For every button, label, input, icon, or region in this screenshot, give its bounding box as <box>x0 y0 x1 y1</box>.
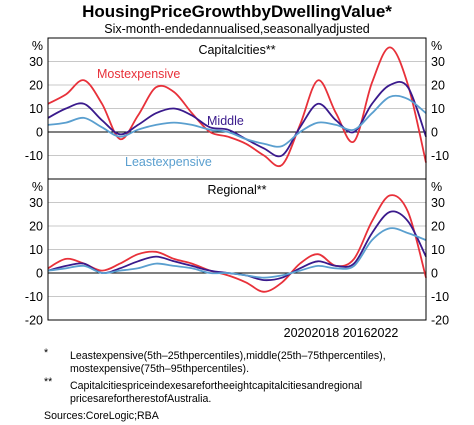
series-line-most <box>47 194 427 293</box>
panel-title: Capitalcities** <box>198 43 275 57</box>
y-unit-label-left: % <box>32 180 43 194</box>
note-line: pricesarefortherestofAustralia. <box>70 393 211 405</box>
series-label-middle: Middle <box>207 114 244 128</box>
y-tick-label-right: -20 <box>431 314 449 328</box>
y-tick-label-left: 30 <box>29 196 43 210</box>
y-tick-label-left: 10 <box>29 243 43 257</box>
y-tick-label-left: -20 <box>25 314 43 328</box>
y-tick-label-right: 0 <box>431 267 438 281</box>
note-marker: * <box>44 347 48 359</box>
note-line: Capitalcitiespriceindexesarefortheeightc… <box>70 380 362 392</box>
chart-title: HousingPriceGrowthbyDwellingValue* <box>82 2 392 21</box>
y-tick-label-left: 20 <box>29 220 43 234</box>
note-marker: ** <box>44 376 52 388</box>
y-tick-label-left: 20 <box>29 79 43 93</box>
y-tick-label-right: 0 <box>431 126 438 140</box>
y-tick-label-right: 20 <box>431 79 445 93</box>
series-line-middle <box>47 81 427 158</box>
series-line-least <box>47 227 427 279</box>
y-tick-label-right: 10 <box>431 243 445 257</box>
y-unit-label-left: % <box>32 39 43 53</box>
y-tick-label-right: 30 <box>431 55 445 69</box>
chart-panel: -20 -20 -10 -10 0 0 10 10 20 20 30 30% % Regional** <box>25 178 449 328</box>
y-tick-label-left: 30 <box>29 55 43 69</box>
panel-frame <box>47 178 427 321</box>
y-tick-label-left: 0 <box>36 267 43 281</box>
chart-subtitle: Six-month-endedannualised,seasonallyadju… <box>104 22 370 36</box>
note-line: mostexpensive(75th–95thpercentiles). <box>70 363 249 375</box>
series-label-most: Mostexpensive <box>97 67 180 81</box>
chart-panel: -10 -10 0 0 10 10 20 20 30 30% % Mostexpensive Middl… <box>25 37 449 180</box>
y-tick-label-right: -10 <box>431 149 449 163</box>
y-unit-label-right: % <box>431 180 442 194</box>
y-tick-label-right: 20 <box>431 220 445 234</box>
y-tick-label-right: -10 <box>431 290 449 304</box>
chart-panels: -10 -10 0 0 10 10 20 20 30 30% % Mostexpensive Middl… <box>25 37 449 328</box>
note-line: Leastexpensive(5th–25thpercentiles),midd… <box>70 350 386 362</box>
y-tick-label-left: -10 <box>25 149 43 163</box>
footnotes: * Leastexpensive(5th–25thpercentiles),mi… <box>44 347 386 422</box>
y-tick-label-left: 0 <box>36 126 43 140</box>
series-line-least <box>47 94 427 148</box>
y-tick-label-right: 10 <box>431 102 445 116</box>
y-tick-label-left: 10 <box>29 102 43 116</box>
panel-title: Regional** <box>207 183 266 197</box>
y-tick-label-right: 30 <box>431 196 445 210</box>
source-text: Sources:CoreLogic;RBA <box>44 410 160 422</box>
series-line-most <box>47 46 427 168</box>
x-tick-labels: 20202018 20162022 <box>284 326 399 340</box>
y-tick-label-left: -10 <box>25 290 43 304</box>
y-unit-label-right: % <box>431 39 442 53</box>
series-label-least: Leastexpensive <box>125 155 212 169</box>
